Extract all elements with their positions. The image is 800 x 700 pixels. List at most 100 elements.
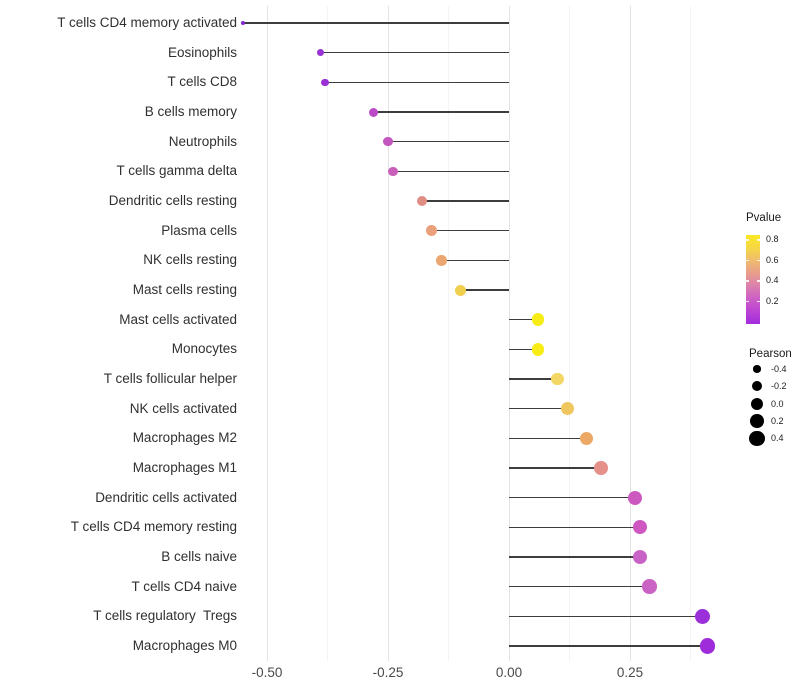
x-axis-tick-label: -0.50 bbox=[251, 665, 283, 680]
lollipop-dot bbox=[627, 490, 642, 505]
y-axis-label: Dendritic cells resting bbox=[108, 193, 237, 208]
lollipop-dot bbox=[316, 48, 324, 57]
lollipop-dot bbox=[632, 549, 647, 565]
colorbar-tick bbox=[757, 239, 760, 241]
colorbar-tick-label: 0.8 bbox=[766, 234, 779, 244]
lollipop-dot bbox=[579, 431, 594, 446]
lollipop-dot bbox=[426, 225, 437, 236]
x-axis-tick-label: -0.25 bbox=[372, 665, 404, 680]
lollipop-stem bbox=[509, 585, 650, 588]
colorbar-tick bbox=[746, 280, 749, 282]
y-axis-label: Dendritic cells activated bbox=[95, 489, 237, 505]
y-axis-label: T cells follicular helper bbox=[103, 371, 237, 386]
colorbar-tick bbox=[757, 259, 760, 262]
y-axis-label: Plasma cells bbox=[161, 222, 237, 238]
major-gridline bbox=[630, 6, 631, 661]
lollipop-stem bbox=[242, 22, 509, 24]
size-legend-label: 0.0 bbox=[771, 398, 784, 409]
lollipop-dot bbox=[368, 107, 378, 117]
y-axis-label: Mast cells resting bbox=[132, 282, 237, 297]
lollipop-stem bbox=[325, 81, 509, 84]
lollipop-stem bbox=[431, 229, 509, 232]
lollipop-stem bbox=[509, 556, 640, 558]
colorbar-tick bbox=[757, 280, 760, 282]
lollipop-dot bbox=[531, 343, 545, 356]
lollipop-stem bbox=[509, 437, 587, 440]
y-axis-label: Mast cells activated bbox=[119, 311, 237, 327]
colorbar-tick-label: 0.4 bbox=[766, 275, 779, 286]
minor-gridline bbox=[690, 6, 691, 661]
pvalue-colorbar bbox=[746, 235, 760, 324]
pvalue-legend-title: Pvalue bbox=[746, 212, 782, 224]
x-axis-tick-label: 0.00 bbox=[495, 665, 523, 680]
lollipop-dot bbox=[594, 461, 608, 475]
y-axis-label: Macrophages M0 bbox=[132, 638, 237, 653]
y-axis-label: Neutrophils bbox=[168, 133, 237, 149]
colorbar-tick-label: 0.6 bbox=[766, 254, 779, 265]
lollipop-dot bbox=[694, 608, 711, 624]
lollipop-dot bbox=[383, 137, 393, 147]
pearson-legend-title: Pearson bbox=[749, 348, 792, 360]
y-axis-label: T cells CD4 memory activated bbox=[57, 15, 237, 30]
lollipop-dot bbox=[560, 402, 574, 416]
minor-gridline bbox=[327, 6, 328, 661]
y-axis-label: T cells regulatory Tregs bbox=[93, 608, 237, 624]
colorbar-tick bbox=[746, 300, 749, 303]
lollipop-dot bbox=[240, 20, 245, 26]
lollipop-stem bbox=[509, 615, 703, 618]
y-axis-label: NK cells resting bbox=[143, 252, 237, 268]
lollipop-dot bbox=[321, 78, 329, 87]
lollipop-dot bbox=[632, 520, 647, 535]
lollipop-stem bbox=[392, 170, 509, 173]
lollipop-stem bbox=[509, 378, 558, 380]
lollipop-dot bbox=[550, 372, 564, 386]
lollipop-stem bbox=[509, 526, 640, 529]
y-axis-label: Monocytes bbox=[171, 341, 237, 357]
y-axis-label: T cells CD8 bbox=[167, 74, 237, 90]
lollipop-stem bbox=[460, 289, 509, 291]
y-axis-label: B cells naive bbox=[161, 549, 237, 564]
size-legend-label: 0.2 bbox=[771, 415, 784, 426]
size-legend-dot bbox=[749, 430, 765, 446]
minor-gridline bbox=[448, 6, 449, 661]
lollipop-dot bbox=[435, 255, 447, 266]
minor-gridline bbox=[569, 6, 570, 661]
lollipop-dot bbox=[388, 166, 398, 177]
lollipop-dot bbox=[416, 195, 427, 207]
lollipop-stem bbox=[509, 496, 635, 499]
colorbar-tick bbox=[746, 239, 749, 241]
lollipop-stem bbox=[373, 111, 509, 113]
lollipop-stem bbox=[509, 645, 708, 647]
size-legend-dot bbox=[751, 397, 763, 410]
major-gridline bbox=[267, 6, 268, 661]
size-legend-dot bbox=[753, 365, 761, 373]
colorbar-tick-label: 0.2 bbox=[766, 295, 779, 306]
y-axis-label: Macrophages M2 bbox=[132, 430, 237, 446]
y-axis-label: Macrophages M1 bbox=[132, 460, 237, 475]
lollipop-stem bbox=[509, 318, 539, 321]
size-legend-label: 0.4 bbox=[771, 433, 784, 444]
y-axis-label: NK cells activated bbox=[129, 400, 237, 416]
lollipop-stem bbox=[421, 200, 509, 202]
lollipop-dot bbox=[699, 638, 716, 654]
y-axis-label: B cells memory bbox=[144, 104, 237, 119]
major-gridline bbox=[509, 6, 510, 661]
lollipop-stem bbox=[320, 51, 509, 54]
y-axis-label: Eosinophils bbox=[167, 44, 237, 60]
lollipop-dot bbox=[642, 579, 657, 594]
lollipop-dot bbox=[531, 313, 545, 326]
lollipop-dot bbox=[455, 284, 467, 296]
major-gridline bbox=[388, 6, 389, 661]
size-legend-dot bbox=[750, 414, 764, 428]
lollipop-stem bbox=[441, 259, 509, 262]
size-legend-label: -0.4 bbox=[771, 364, 787, 374]
lollipop-stem bbox=[509, 407, 568, 410]
colorbar-tick bbox=[757, 300, 760, 303]
colorbar-tick bbox=[746, 259, 749, 262]
y-axis-label: T cells CD4 naive bbox=[131, 578, 237, 594]
lollipop-stem bbox=[509, 348, 539, 351]
lollipop-stem bbox=[509, 467, 601, 469]
size-legend-label: -0.2 bbox=[771, 381, 787, 392]
x-axis-tick-label: 0.25 bbox=[616, 665, 644, 680]
